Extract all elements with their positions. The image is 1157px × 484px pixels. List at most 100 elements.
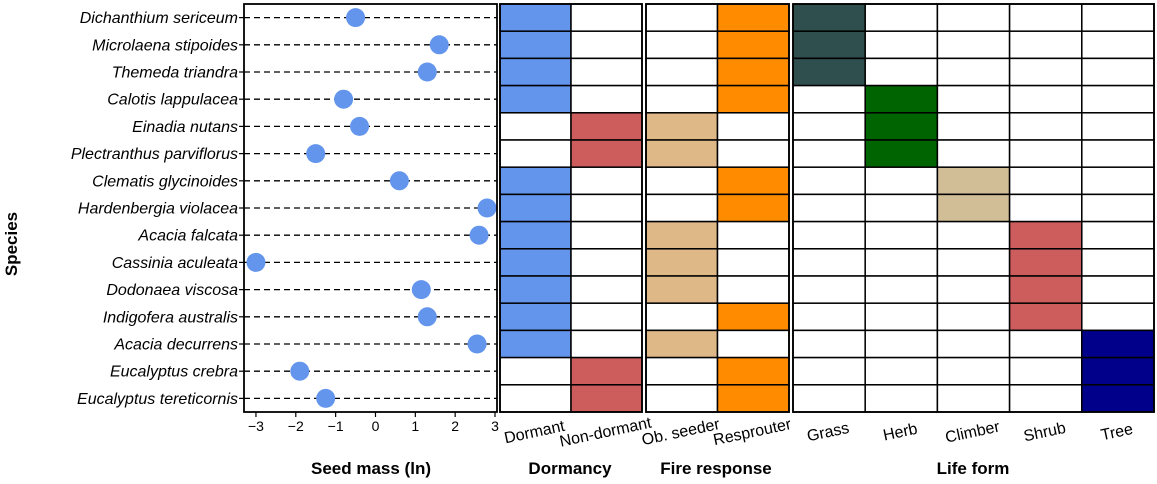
species-labels: Dichanthium sericeum Microlaena stipoides… bbox=[71, 10, 238, 408]
fire-response-tile bbox=[645, 248, 719, 277]
dormancy-tile bbox=[499, 248, 572, 277]
dormancy-tile bbox=[499, 193, 572, 223]
life-form-tile bbox=[1081, 84, 1155, 114]
life-form-tile bbox=[1008, 112, 1083, 141]
seed-mass-point bbox=[350, 116, 370, 136]
life-form-tile bbox=[1008, 30, 1083, 60]
life-form-tile bbox=[1008, 220, 1083, 250]
fire-response-tile bbox=[645, 193, 719, 223]
fire-response-tile bbox=[716, 356, 790, 386]
fire-response-tile bbox=[716, 220, 790, 250]
life-form-tile bbox=[792, 166, 866, 196]
category-label: Dormant bbox=[503, 418, 567, 447]
dormancy-tile bbox=[499, 30, 572, 60]
species-label: Indigofera australis bbox=[103, 309, 238, 326]
life-form-tile bbox=[864, 139, 939, 168]
seed-mass-point bbox=[429, 35, 449, 55]
life-form-frame bbox=[792, 3, 1155, 413]
life-form-tile bbox=[792, 84, 866, 114]
life-form-tile bbox=[1081, 112, 1155, 141]
dormancy-tile bbox=[499, 112, 572, 141]
fire-response-tile bbox=[645, 3, 719, 32]
fire-response-tile bbox=[645, 302, 719, 332]
life-form-tile bbox=[792, 57, 866, 87]
life-form-tile bbox=[864, 356, 939, 386]
category-label: Ob. seeder bbox=[640, 416, 722, 449]
dormancy-frame bbox=[499, 3, 643, 413]
species-label: Eucalyptus crebra bbox=[110, 364, 238, 381]
fire-response-tile bbox=[716, 3, 790, 32]
x-tick-label: −3 bbox=[248, 418, 264, 434]
category-label: Grass bbox=[806, 420, 851, 446]
dormancy-title: Dormancy bbox=[528, 459, 612, 478]
life-form-tile bbox=[1081, 30, 1155, 60]
fire-response-tile bbox=[716, 302, 790, 332]
fire-response-title: Fire response bbox=[660, 459, 772, 478]
dormancy-tile bbox=[499, 275, 572, 304]
seed-mass-frame bbox=[243, 3, 498, 413]
x-tick-label: 2 bbox=[451, 418, 459, 434]
life-form-tile bbox=[1081, 139, 1155, 168]
seed-mass-point bbox=[334, 89, 354, 109]
species-label: Plectranthus parviflorus bbox=[71, 146, 238, 163]
species-label: Microlaena stipoides bbox=[92, 37, 238, 54]
life-form-tile bbox=[1081, 220, 1155, 250]
life-form-tile bbox=[1008, 329, 1083, 359]
life-form-title: Life form bbox=[937, 459, 1010, 478]
life-form-panel: Grass Herb Climber Shrub Tree bbox=[792, 3, 1155, 447]
y-axis-title: Species bbox=[2, 212, 21, 276]
life-form-tile bbox=[1081, 275, 1155, 304]
fire-response-tile bbox=[645, 275, 719, 304]
life-form-tile bbox=[1081, 3, 1155, 32]
life-form-tile bbox=[864, 3, 939, 32]
dormancy-tile bbox=[570, 3, 643, 32]
species-label: Calotis lappulacea bbox=[107, 92, 238, 109]
seed-mass-point bbox=[246, 252, 266, 272]
fire-response-tile bbox=[716, 275, 790, 304]
category-label: Resprouter bbox=[712, 416, 794, 449]
life-form-tile bbox=[936, 57, 1011, 87]
dormancy-tile bbox=[499, 220, 572, 250]
category-label: Shrub bbox=[1022, 420, 1067, 446]
seed-mass-point bbox=[411, 280, 431, 300]
fire-response-tile bbox=[645, 84, 719, 114]
life-form-tile bbox=[792, 30, 866, 60]
dormancy-tile bbox=[570, 248, 643, 277]
species-label: Acacia falcata bbox=[137, 228, 238, 245]
life-form-tile bbox=[792, 220, 866, 250]
fire-response-tile bbox=[645, 139, 719, 168]
fire-response-tile bbox=[716, 84, 790, 114]
fire-response-tile bbox=[645, 220, 719, 250]
life-form-tile bbox=[1008, 275, 1083, 304]
species-label: Themeda triandra bbox=[112, 65, 238, 82]
fire-response-tile bbox=[645, 112, 719, 141]
fire-response-tile bbox=[645, 166, 719, 196]
fire-response-tile bbox=[716, 193, 790, 223]
life-form-tile bbox=[864, 384, 939, 413]
life-form-tile bbox=[1008, 302, 1083, 332]
x-tick-label: 0 bbox=[372, 418, 380, 434]
species-label: Acacia decurrens bbox=[113, 337, 238, 354]
life-form-tile bbox=[936, 384, 1011, 413]
dormancy-tile bbox=[570, 139, 643, 168]
life-form-tile bbox=[864, 166, 939, 196]
life-form-tile bbox=[1081, 302, 1155, 332]
life-form-tile bbox=[792, 139, 866, 168]
seed-mass-point bbox=[467, 334, 487, 354]
fire-response-tile bbox=[716, 112, 790, 141]
dormancy-tile bbox=[570, 384, 643, 413]
life-form-tile bbox=[936, 3, 1011, 32]
seed-mass-point bbox=[306, 144, 326, 164]
life-form-tile bbox=[864, 329, 939, 359]
life-form-tile bbox=[936, 30, 1011, 60]
life-form-tile bbox=[792, 356, 866, 386]
dormancy-tile bbox=[570, 275, 643, 304]
seed-mass-point bbox=[469, 225, 489, 245]
seed-mass-point bbox=[290, 361, 310, 381]
seed-mass-point bbox=[417, 62, 437, 82]
life-form-tile bbox=[936, 302, 1011, 332]
life-form-tile bbox=[1081, 356, 1155, 386]
dormancy-tile bbox=[499, 57, 572, 87]
fire-response-tile bbox=[716, 329, 790, 359]
